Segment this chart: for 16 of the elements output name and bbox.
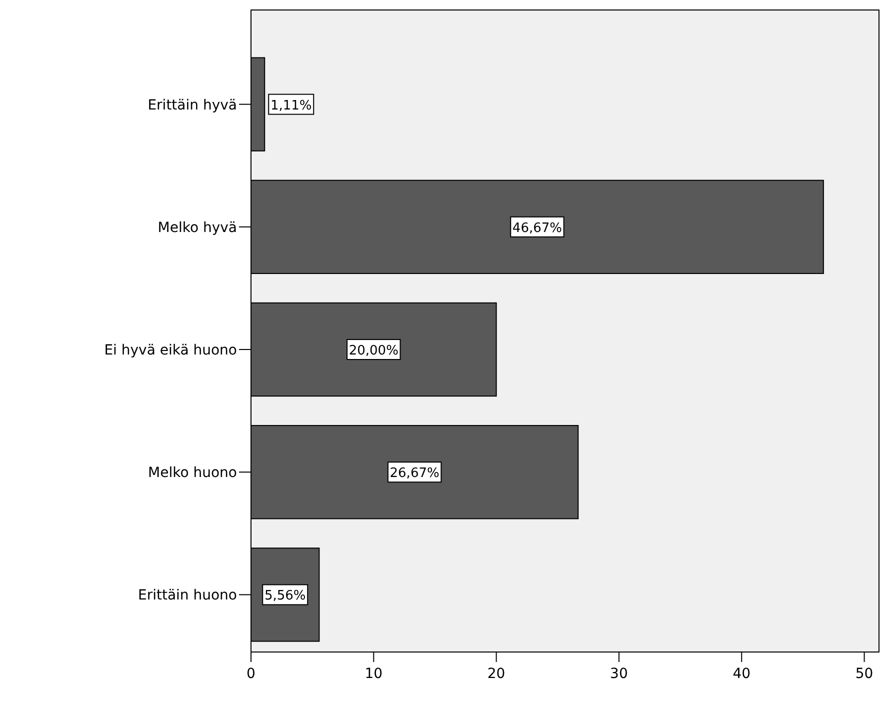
data-label: 20,00% [348, 344, 398, 358]
data-label: 26,67% [390, 466, 440, 482]
data-label: 1,11% [270, 98, 312, 114]
y-tick-label: Melko huono [148, 465, 237, 482]
x-tick-label: 10 [364, 666, 383, 682]
data-label: 5,56% [264, 588, 306, 604]
data-label: 46,67% [512, 220, 562, 236]
x-tick-label: 30 [610, 666, 628, 682]
y-tick-label: Ei hyvä eikä huono [104, 342, 237, 358]
x-tick-label: 50 [855, 666, 874, 682]
x-tick-label: 20 [487, 666, 506, 682]
x-tick-label: 0 [246, 666, 256, 682]
x-tick-label: 40 [732, 666, 751, 682]
y-tick-label: Melko hyvä [158, 220, 237, 236]
y-tick-label: Erittäin huono [138, 588, 237, 604]
y-tick-label: Erittäin hyvä [148, 97, 237, 114]
